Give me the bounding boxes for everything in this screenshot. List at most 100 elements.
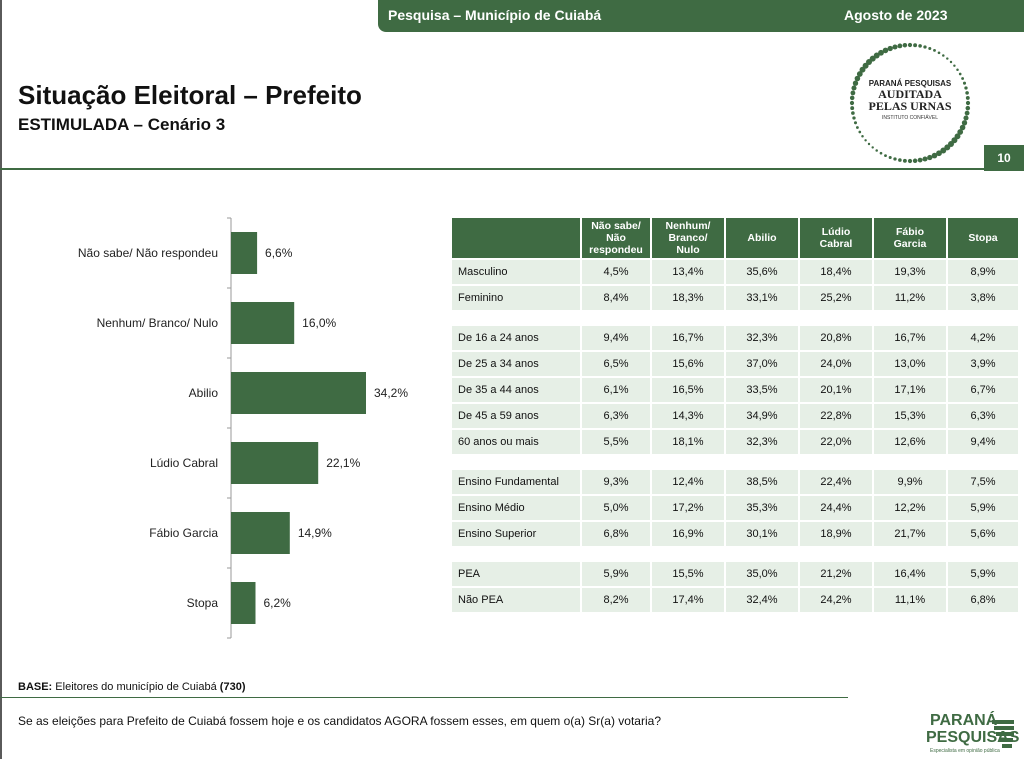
table-row: Masculino 4,5% 13,4% 35,6% 18,4% 19,3% 8,9% (452, 260, 1018, 284)
table-cell: 15,3% (874, 404, 946, 428)
category-label: Abilio (189, 386, 219, 400)
base-text: Eleitores do município de Cuiabá (55, 681, 217, 693)
seal-dot (956, 68, 959, 71)
table-row: De 25 a 34 anos 6,5% 15,6% 37,0% 24,0% 13,0% 3… (452, 352, 1018, 376)
category-label: Não sabe/ Não respondeu (78, 246, 218, 260)
table-cell: 21,2% (800, 562, 872, 586)
vote-intention-chart: Não sabe/ Não respondeu 6,6% Nenhum/ Branc… (78, 217, 408, 639)
seal-dot (962, 81, 967, 85)
group-spacer (452, 312, 1018, 324)
seal-dot (887, 45, 893, 52)
bar (231, 442, 319, 484)
table-cell: 6,8% (948, 588, 1018, 612)
seal-dot (855, 126, 859, 129)
table-cell: 6,8% (582, 522, 650, 546)
seal-dot (873, 52, 880, 59)
table-cell: 19,3% (874, 260, 946, 284)
table-cell: 37,0% (726, 352, 798, 376)
seal-dot (946, 57, 949, 60)
table-cell: 16,7% (874, 326, 946, 350)
seal-dot (964, 110, 970, 116)
column-header: Nenhum/Branco/Nulo (652, 218, 724, 258)
table-cell: 32,3% (726, 326, 798, 350)
category-label: Nenhum/ Branco/ Nulo (97, 316, 219, 330)
table-cell: 15,5% (652, 562, 724, 586)
table-cell: 30,1% (726, 522, 798, 546)
table-cell: 6,7% (948, 378, 1018, 402)
seal-dot (871, 146, 874, 149)
bar (231, 372, 366, 414)
table-cell: 9,9% (874, 470, 946, 494)
bar (231, 302, 295, 344)
seal-line2: AUDITADA (878, 87, 942, 101)
logo-line1: PARANÁ (930, 712, 998, 729)
value-label: 22,1% (326, 456, 360, 470)
seal-dot (879, 151, 883, 155)
category-label: Stopa (187, 596, 219, 610)
seal-dot (913, 43, 918, 48)
seal-dot (851, 111, 855, 115)
table-cell: 21,7% (874, 522, 946, 546)
table-cell: 38,5% (726, 470, 798, 494)
audit-seal: PARANÁ PESQUISAS AUDITADA PELAS URNAS IN… (849, 42, 971, 164)
seal-dot (869, 55, 876, 62)
value-label: 6,2% (263, 596, 291, 610)
table-cell: 18,3% (652, 286, 724, 310)
table-cell: 11,2% (874, 286, 946, 310)
seal-dot (854, 75, 861, 82)
table-cell: 12,2% (874, 496, 946, 520)
table-cell: 5,9% (948, 562, 1018, 586)
seal-dot (957, 129, 964, 135)
table-row: Ensino Médio 5,0% 17,2% 35,3% 24,4% 12,2% 5,9% (452, 496, 1018, 520)
row-label: De 16 a 24 anos (452, 326, 580, 350)
column-header: Fábio Garcia (874, 218, 946, 258)
table-cell: 32,3% (726, 430, 798, 454)
table-cell: 16,9% (652, 522, 724, 546)
seal-dot (953, 64, 956, 67)
seal-dot (898, 158, 902, 162)
table-cell: 35,6% (726, 260, 798, 284)
seal-dot (937, 51, 941, 55)
table-cell: 24,2% (800, 588, 872, 612)
column-header: Stopa (948, 218, 1018, 258)
bar (231, 582, 256, 624)
seal-dot (884, 154, 887, 158)
table-cell: 6,5% (582, 352, 650, 376)
row-label: Ensino Fundamental (452, 470, 580, 494)
survey-title: Pesquisa – Município de Cuiabá (388, 7, 602, 23)
row-label: Masculino (452, 260, 580, 284)
seal-dot (852, 116, 856, 120)
row-label: Ensino Superior (452, 522, 580, 546)
seal-dot (878, 49, 884, 56)
seal-dot (861, 135, 864, 138)
seal-dot (897, 43, 903, 49)
table-cell: 33,5% (726, 378, 798, 402)
table-cell: 34,9% (726, 404, 798, 428)
table-cell: 8,9% (948, 260, 1018, 284)
group-spacer (452, 548, 1018, 560)
survey-question: Se as eleições para Prefeito de Cuiabá f… (18, 714, 661, 728)
value-label: 16,0% (302, 316, 336, 330)
row-label: 60 anos ou mais (452, 430, 580, 454)
base-n: (730) (219, 681, 246, 693)
seal-dot (961, 120, 968, 126)
table-cell: 35,3% (726, 496, 798, 520)
column-header: Abilio (726, 218, 798, 258)
table-cell: 17,2% (652, 496, 724, 520)
seal-dot (902, 42, 908, 48)
seal-dot (965, 91, 969, 95)
seal-dot (936, 150, 942, 157)
category-label: Fábio Garcia (149, 526, 218, 540)
table-cell: 9,4% (948, 430, 1018, 454)
column-header: Lúdio Cabral (800, 218, 872, 258)
header-bar: Pesquisa – Município de Cuiabá Agosto de… (378, 0, 1024, 32)
table-cell: 11,1% (874, 588, 946, 612)
table-cell: 33,1% (726, 286, 798, 310)
logo-tagline: Especialista em opinião pública (930, 748, 1000, 754)
parana-pesquisas-logo: PARANÁ PESQUISAS Especialista em opinião… (926, 712, 1019, 756)
table-cell: 24,0% (800, 352, 872, 376)
table-cell: 6,3% (948, 404, 1018, 428)
table-cell: 5,9% (948, 496, 1018, 520)
seal-dot (940, 147, 947, 154)
table-cell: 17,1% (874, 378, 946, 402)
